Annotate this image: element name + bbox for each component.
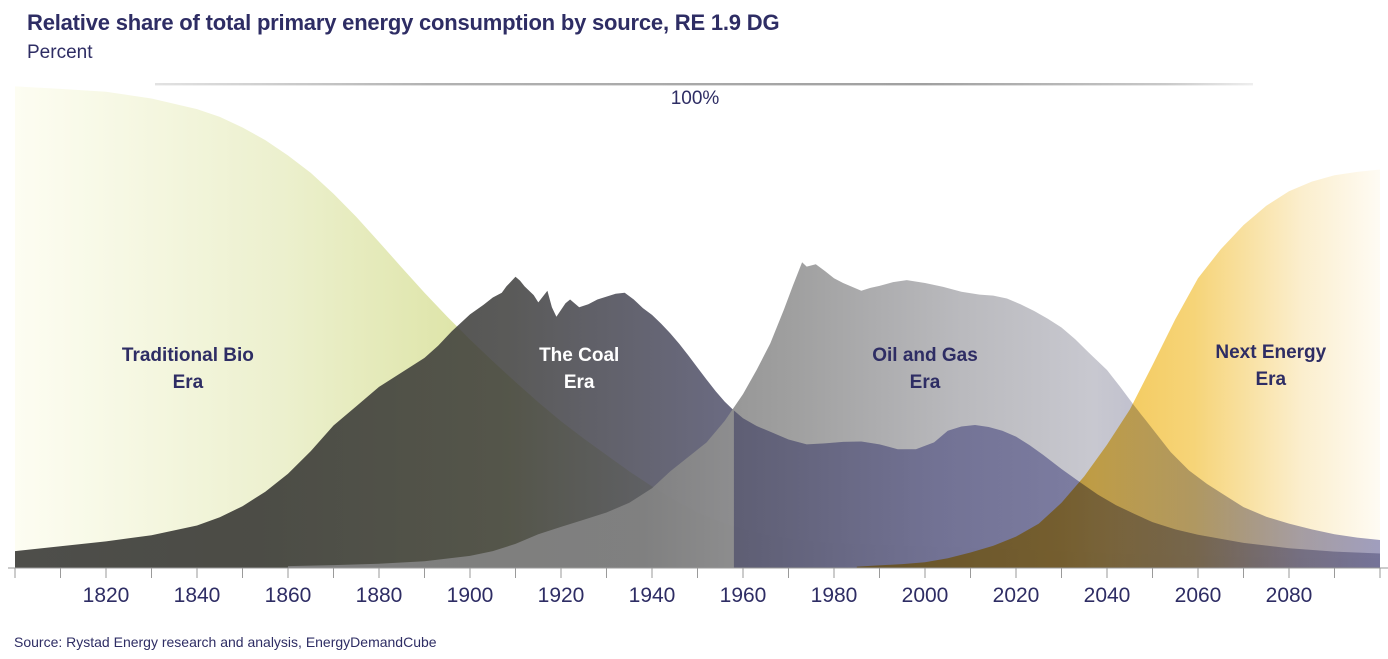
x-axis-label-1820: 1820 <box>82 584 130 607</box>
x-axis-label-1920: 1920 <box>537 584 585 607</box>
x-axis-label-1960: 1960 <box>719 584 767 607</box>
x-axis-label-2040: 2040 <box>1083 584 1131 607</box>
x-axis-label-2080: 2080 <box>1265 584 1313 607</box>
x-axis-label-1880: 1880 <box>355 584 403 607</box>
x-axis-label-1840: 1840 <box>173 584 221 607</box>
era-label-traditional-bio: Traditional Bio Era <box>122 342 254 396</box>
source-note: Source: Rystad Energy research and analy… <box>14 634 437 650</box>
reference-100pct-label: 100% <box>670 88 720 109</box>
x-axis-label-1980: 1980 <box>810 584 858 607</box>
era-label-line: Era <box>1255 369 1287 391</box>
era-label-line: The Coal <box>539 344 620 366</box>
x-axis-label-1900: 1900 <box>446 584 494 607</box>
era-label-coal: The Coal Era <box>539 342 619 396</box>
x-axis-label-2060: 2060 <box>1174 584 1222 607</box>
area-next-energy <box>856 169 1380 568</box>
reference-100pct-line <box>155 83 1253 86</box>
era-label-line: Traditional Bio <box>121 344 254 366</box>
x-axis-label-1940: 1940 <box>628 584 676 607</box>
x-axis-ticks <box>14 568 1381 578</box>
era-label-line: Era <box>909 371 941 393</box>
era-label-oil-gas: Oil and Gas Era <box>872 342 978 396</box>
chart-subtitle: Percent <box>27 42 93 63</box>
era-label-line: Next Energy <box>1215 342 1327 364</box>
area-coal-late-band <box>733 410 1380 568</box>
era-label-next-energy: Next Energy Era <box>1215 339 1326 393</box>
x-axis-label-2000: 2000 <box>901 584 949 607</box>
x-axis-label-2020: 2020 <box>992 584 1040 607</box>
x-axis-label-1860: 1860 <box>264 584 312 607</box>
era-label-line: Era <box>172 371 204 393</box>
era-label-line: Era <box>563 371 595 393</box>
chart-title: Relative share of total primary energy c… <box>27 10 780 35</box>
era-label-line: Oil and Gas <box>872 344 978 366</box>
